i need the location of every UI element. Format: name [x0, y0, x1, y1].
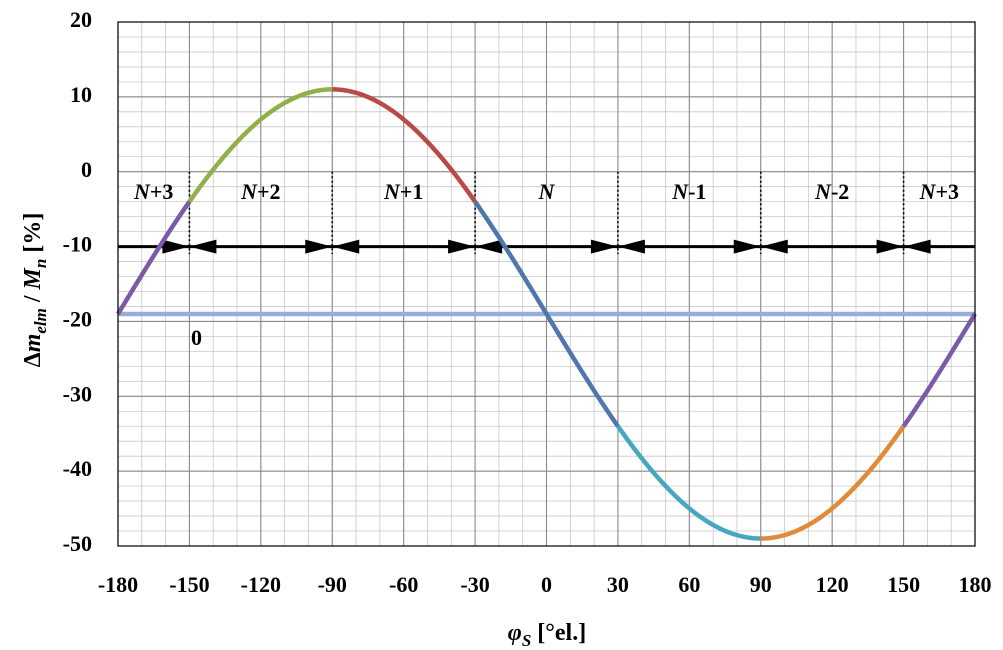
x-tick-label: 30	[607, 572, 629, 597]
arrowhead-left	[475, 239, 503, 254]
axis-titles: φS [°el.] Δmelm / Mn [%]	[20, 213, 586, 650]
y-axis-title: Δmelm / Mn [%]	[20, 213, 50, 368]
arrowhead-left	[189, 239, 217, 254]
y-tick-label: -20	[63, 306, 92, 331]
arrowhead-left	[617, 239, 645, 254]
y-tick-label: 10	[70, 82, 92, 107]
x-tick-label: -30	[460, 572, 489, 597]
y-tick-label: -40	[63, 456, 92, 481]
arrowhead-right	[448, 239, 476, 254]
x-tick-label: -120	[241, 572, 281, 597]
curve-segment	[760, 424, 906, 541]
sector-dividers	[188, 171, 905, 255]
arrowhead-right	[876, 239, 904, 254]
sector-label: N+3	[919, 179, 959, 204]
x-axis-title: φS [°el.]	[508, 620, 586, 650]
x-tick-label: -150	[169, 572, 209, 597]
major-grid	[117, 21, 976, 547]
x-tick-label: 0	[541, 572, 552, 597]
torque-curve-series	[116, 87, 977, 541]
sector-label: N	[538, 179, 556, 204]
curve-segment	[116, 200, 192, 316]
sector-labels: N+3 N+2 N+1 N N-1 N-2 N+3	[133, 179, 959, 204]
sector-label: N-2	[814, 179, 849, 204]
arrowhead-left	[332, 239, 360, 254]
curve-segment	[187, 87, 333, 203]
sector-label: N+2	[240, 179, 280, 204]
curve-segment	[616, 424, 761, 541]
baseline-label: 0	[191, 325, 202, 350]
x-tick-label: 150	[887, 572, 920, 597]
arrowhead-right	[733, 239, 761, 254]
sector-label: N-1	[671, 179, 706, 204]
curve-segment	[332, 87, 477, 203]
x-tick-label: 60	[678, 572, 700, 597]
x-tick-label: 120	[816, 572, 849, 597]
x-tick-label: 180	[959, 572, 992, 597]
y-tick-label: 20	[70, 7, 92, 32]
arrowhead-right	[590, 239, 618, 254]
x-tick-label: -90	[318, 572, 347, 597]
sector-label: N+1	[383, 179, 423, 204]
sector-label: N+3	[133, 179, 173, 204]
arrowhead-right	[162, 239, 190, 254]
y-tick-label: -30	[63, 381, 92, 406]
curve-segment	[901, 312, 977, 428]
y-tick-label: -10	[63, 232, 92, 257]
plot-area-border	[117, 21, 976, 547]
arrowhead-left	[760, 239, 788, 254]
x-tick-label: 90	[750, 572, 772, 597]
x-tick-labels: -180 -150 -120 -90 -60 -30 0 30 60 90 120 150 180	[98, 572, 992, 597]
y-tick-label: -50	[63, 531, 92, 556]
y-tick-labels: 20 10 0 -10 -20 -30 -40 -50	[63, 7, 92, 556]
sector-arrow-line	[118, 239, 975, 254]
x-tick-label: -60	[389, 572, 418, 597]
curve-segment	[473, 200, 620, 428]
y-tick-label: 0	[81, 157, 92, 182]
arrowhead-right	[305, 239, 333, 254]
arrowhead-left	[903, 239, 931, 254]
x-tick-label: -180	[98, 572, 138, 597]
